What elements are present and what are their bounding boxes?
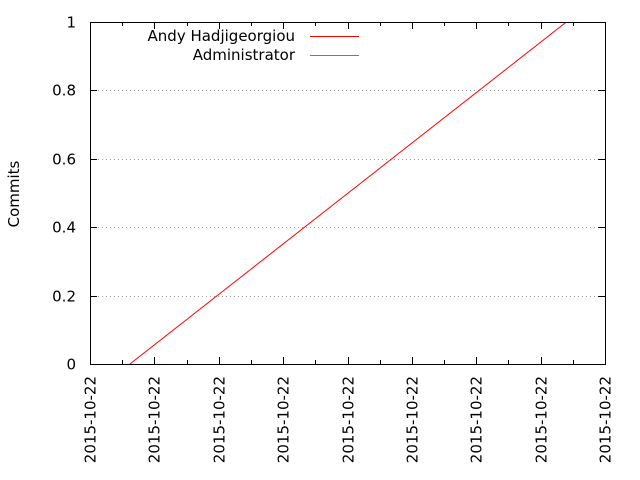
x-tick-label: 2015-10-22 [340, 376, 358, 463]
x-tick-label: 2015-10-22 [533, 376, 551, 463]
series-line-andy-hadjigeorgiou [129, 22, 567, 364]
x-tick-label: 2015-10-22 [468, 376, 486, 463]
y-tick-labels: 0 0.2 0.4 0.6 0.8 1 [52, 14, 76, 374]
series-lines [129, 22, 567, 364]
x-tick-label: 2015-10-22 [404, 376, 422, 463]
legend-label: Administrator [193, 46, 296, 64]
y-tick-label: 0.8 [52, 82, 76, 100]
y-tick-label: 1 [66, 14, 76, 32]
y-tick-label: 0 [66, 356, 76, 374]
plot-area-border [90, 22, 606, 365]
y-tick-label: 0.4 [52, 219, 76, 237]
x-tick-label: 2015-10-22 [597, 376, 615, 463]
y-axis-title: Commits [5, 160, 23, 227]
x-tick-labels: 2015-10-22 2015-10-22 2015-10-22 2015-10-22… [82, 376, 615, 463]
x-tick-label: 2015-10-22 [82, 376, 100, 463]
legend-label: Andy Hadjigeorgiou [148, 27, 295, 45]
y-tick-label: 0.2 [52, 288, 76, 306]
x-tick-label: 2015-10-22 [211, 376, 229, 463]
x-tick-label: 2015-10-22 [146, 376, 164, 463]
y-tick-label: 0.6 [52, 151, 76, 169]
x-tick-label: 2015-10-22 [275, 376, 293, 463]
